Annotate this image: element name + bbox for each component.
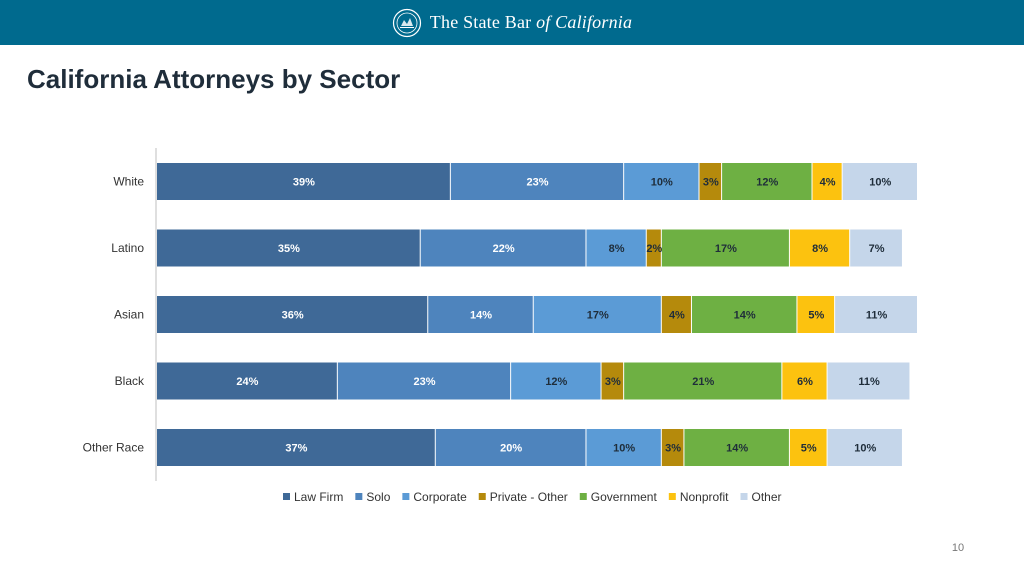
brand-logo[interactable]: The State Bar of California <box>392 8 632 38</box>
bar-other-race-nonprofit <box>789 429 827 466</box>
data-label-black-private-other: 3% <box>605 376 621 388</box>
legend-swatch-other <box>740 493 748 500</box>
bar-other-race-government <box>684 429 789 466</box>
bar-asian-other <box>835 296 917 333</box>
data-label-latino-corporate: 8% <box>609 243 625 255</box>
legend-swatch-private-other <box>478 493 486 500</box>
bar-white-law-firm <box>157 163 450 200</box>
category-label-white: White <box>113 175 144 189</box>
bar-black-private-other <box>601 362 624 400</box>
bar-black-government <box>624 362 782 400</box>
legend-swatch-government <box>579 493 587 500</box>
bar-asian-government <box>691 296 797 333</box>
data-label-black-government: 21% <box>692 376 714 388</box>
data-label-other-race-corporate: 10% <box>613 443 635 455</box>
bar-asian-corporate <box>533 296 661 333</box>
bar-other-race-law-firm <box>157 429 435 466</box>
legend-swatch-law-firm <box>283 493 290 500</box>
legend-label-private-other: Private - Other <box>490 490 568 504</box>
bar-black-solo <box>337 362 511 400</box>
state-bar-seal-icon <box>392 8 421 37</box>
data-label-other-race-solo: 20% <box>500 443 522 455</box>
legend-swatch-nonprofit <box>668 493 676 500</box>
data-label-latino-law-firm: 35% <box>278 243 300 255</box>
bar-latino-government <box>661 229 789 267</box>
bar-asian-law-firm <box>157 296 428 333</box>
data-label-asian-other: 11% <box>866 310 888 322</box>
data-label-white-private-other: 3% <box>703 177 719 189</box>
data-label-latino-nonprofit: 8% <box>812 243 828 255</box>
legend-label-solo: Solo <box>366 490 390 504</box>
bar-white-other <box>842 163 917 200</box>
bar-black-nonprofit <box>782 362 827 400</box>
chart-legend: Law Firm Solo Corporate Private - Other Gove… <box>283 490 782 504</box>
bar-asian-nonprofit <box>797 296 835 333</box>
data-label-white-government: 12% <box>756 177 778 189</box>
data-label-asian-private-other: 4% <box>669 310 685 322</box>
data-label-asian-nonprofit: 5% <box>808 310 824 322</box>
category-label-black: Black <box>115 374 145 388</box>
data-label-latino-solo: 22% <box>493 243 515 255</box>
data-label-asian-corporate: 17% <box>587 310 609 322</box>
data-label-asian-government: 14% <box>734 310 756 322</box>
bar-black-other <box>827 362 910 400</box>
legend-swatch-solo <box>355 493 363 500</box>
data-label-white-law-firm: 39% <box>293 177 315 189</box>
data-label-latino-other: 7% <box>869 243 885 255</box>
data-label-white-corporate: 10% <box>651 177 673 189</box>
data-label-white-other: 10% <box>869 177 891 189</box>
legend-label-other: Other <box>752 490 782 504</box>
category-label-asian: Asian <box>114 308 144 322</box>
bar-latino-private-other <box>646 229 661 267</box>
data-label-white-solo: 23% <box>526 177 548 189</box>
bar-latino-law-firm <box>157 229 420 267</box>
bar-white-nonprofit <box>812 163 842 200</box>
legend-label-government: Government <box>591 490 658 504</box>
page-number: 10 <box>951 542 965 554</box>
legend-label-corporate: Corporate <box>413 490 467 504</box>
data-label-other-race-law-firm: 37% <box>285 443 307 455</box>
page-title: California Attorneys by Sector <box>27 64 401 94</box>
data-label-black-nonprofit: 6% <box>797 376 813 388</box>
data-label-black-other: 11% <box>858 376 880 388</box>
brand-name: The State Bar of California <box>429 12 633 32</box>
bar-white-corporate <box>624 163 699 200</box>
bar-white-government <box>722 163 812 200</box>
bar-other-race-solo <box>435 429 586 466</box>
data-label-asian-solo: 14% <box>470 310 492 322</box>
bar-white-private-other <box>699 163 722 200</box>
category-label-other-race: Other Race <box>83 441 145 455</box>
data-label-latino-government: 17% <box>715 243 737 255</box>
data-label-other-race-government: 14% <box>726 443 748 455</box>
data-label-black-corporate: 12% <box>545 376 567 388</box>
data-label-other-race-other: 10% <box>854 443 876 455</box>
data-label-latino-private-other: 2% <box>646 243 662 255</box>
bar-other-race-corporate <box>586 429 661 466</box>
legend-swatch-corporate <box>402 493 410 500</box>
bar-other-race-other <box>827 429 902 466</box>
bar-latino-other <box>850 229 902 267</box>
data-label-asian-law-firm: 36% <box>282 310 304 322</box>
legend-label-law-firm: Law Firm <box>294 490 343 504</box>
bar-asian-private-other <box>661 296 691 333</box>
header-bar: The State Bar of California <box>0 0 1024 45</box>
legend-label-nonprofit: Nonprofit <box>680 490 729 504</box>
bar-latino-nonprofit <box>789 229 850 267</box>
bar-white-solo <box>450 163 624 200</box>
data-label-other-race-nonprofit: 5% <box>801 443 817 455</box>
data-label-black-law-firm: 24% <box>236 376 258 388</box>
bar-latino-corporate <box>586 229 646 267</box>
bar-latino-solo <box>420 229 586 267</box>
data-label-black-solo: 23% <box>413 376 435 388</box>
bar-asian-solo <box>428 296 533 333</box>
data-label-white-nonprofit: 4% <box>820 177 836 189</box>
data-label-other-race-private-other: 3% <box>665 443 681 455</box>
bar-other-race-private-other <box>661 429 684 466</box>
category-label-latino: Latino <box>111 241 144 255</box>
bar-black-law-firm <box>157 362 337 400</box>
bar-black-corporate <box>511 362 601 400</box>
